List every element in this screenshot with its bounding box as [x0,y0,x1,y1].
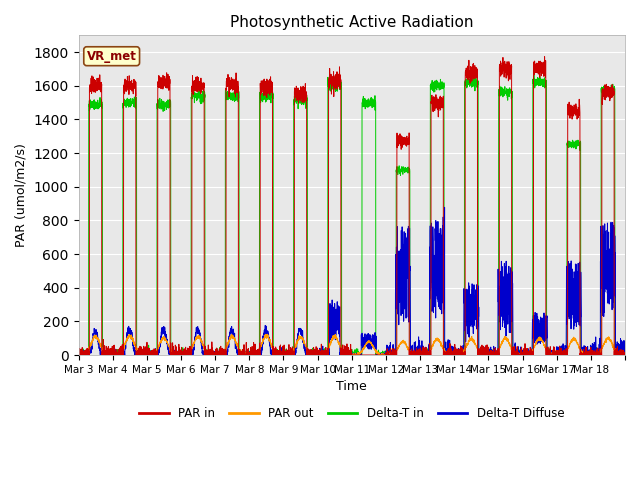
Delta-T in [529,350,536,356]
Delta-T Diffuse [372,334,380,340]
PAR in [401,137,409,143]
PAR out [75,352,83,358]
Delta-T in [543,352,550,358]
Delta-T Diffuse [543,331,550,336]
PAR out [372,349,380,355]
PAR out [502,336,509,341]
Title: Photosynthetic Active Radiation: Photosynthetic Active Radiation [230,15,474,30]
Delta-T in [372,352,380,358]
Line: Delta-T in: Delta-T in [79,75,625,355]
PAR in [621,352,629,358]
PAR in [372,352,380,358]
Delta-T Diffuse [621,352,629,358]
Delta-T in [75,352,83,358]
PAR in [541,54,548,60]
Delta-T Diffuse [188,352,196,358]
X-axis label: Time: Time [337,380,367,393]
PAR in [529,348,536,354]
PAR in [75,352,83,358]
Delta-T in [621,352,629,358]
Line: PAR in: PAR in [79,57,625,355]
Delta-T in [75,351,83,357]
PAR in [188,87,196,93]
PAR out [543,347,550,353]
Delta-T in [530,72,538,78]
Text: VR_met: VR_met [87,50,136,63]
Y-axis label: PAR (umol/m2/s): PAR (umol/m2/s) [15,143,28,247]
PAR in [502,61,509,67]
PAR in [543,352,550,358]
Delta-T in [401,166,409,172]
PAR out [188,344,196,349]
Delta-T in [502,88,509,94]
PAR out [401,341,409,347]
Line: Delta-T Diffuse: Delta-T Diffuse [79,207,625,355]
Legend: PAR in, PAR out, Delta-T in, Delta-T Diffuse: PAR in, PAR out, Delta-T in, Delta-T Dif… [134,402,569,425]
PAR out [264,331,271,337]
PAR out [75,352,83,358]
Delta-T Diffuse [529,316,536,322]
Delta-T in [188,92,196,98]
Line: PAR out: PAR out [79,334,625,355]
PAR out [529,348,536,354]
Delta-T Diffuse [441,204,449,210]
PAR in [75,350,83,356]
Delta-T Diffuse [75,352,83,358]
Delta-T Diffuse [401,271,409,277]
PAR out [621,352,629,358]
Delta-T Diffuse [502,286,509,292]
